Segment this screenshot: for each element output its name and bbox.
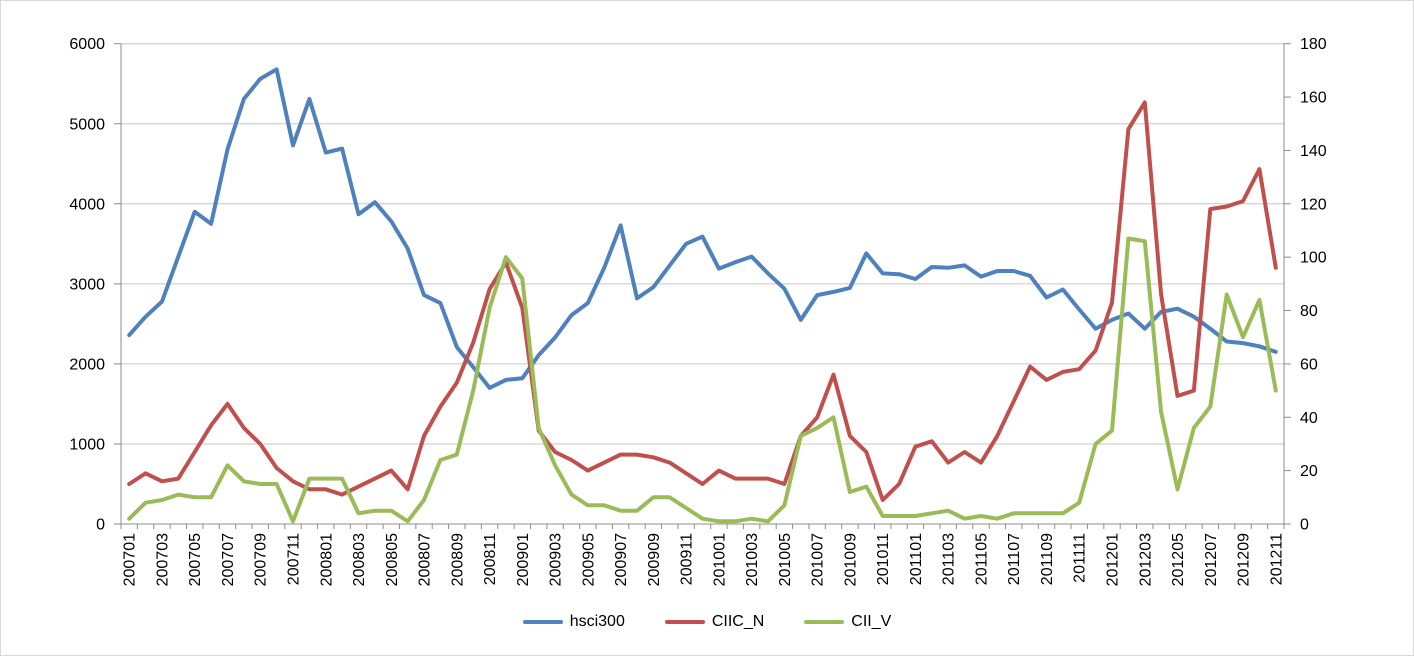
y-axis-label-right: 120 xyxy=(1300,196,1327,213)
y-axis-label-left: 0 xyxy=(96,517,105,534)
y-axis-label-right: 20 xyxy=(1300,463,1318,480)
x-axis-label: 201009 xyxy=(842,533,859,586)
x-axis-label: 200711 xyxy=(285,533,302,585)
x-axis-label: 200809 xyxy=(449,533,466,586)
x-axis-label: 200703 xyxy=(154,533,171,586)
y-axis-label-right: 80 xyxy=(1300,303,1318,320)
y-axis-label-right: 160 xyxy=(1300,90,1327,107)
legend-label-ciic-n: CIIC_N xyxy=(711,613,765,630)
y-axis-label-left: 3000 xyxy=(69,276,105,293)
legend-item-cii-v: CII_V xyxy=(804,613,891,631)
x-axis-label: 201011 xyxy=(875,533,892,585)
y-axis-label-right: 0 xyxy=(1300,517,1309,534)
legend-line-swatch-ciic-n xyxy=(664,620,705,624)
x-axis-label: 201101 xyxy=(908,533,925,585)
x-axis-label: 200909 xyxy=(646,533,663,586)
x-axis-label: 201201 xyxy=(1105,533,1122,586)
legend-label-cii-v: CII_V xyxy=(851,613,892,630)
y-axis-label-right: 100 xyxy=(1300,250,1327,267)
x-axis-label: 200905 xyxy=(580,533,597,586)
y-axis-label-left: 5000 xyxy=(69,116,105,133)
x-axis-label: 201107 xyxy=(1006,533,1023,585)
y-axis-label-left: 2000 xyxy=(69,356,105,373)
y-axis-label-right: 40 xyxy=(1300,410,1318,427)
legend-line-swatch-cii-v xyxy=(804,620,845,624)
legend-item-hsci300: hsci300 xyxy=(522,613,625,631)
legend-line-swatch-hsci300 xyxy=(522,620,563,624)
x-axis-label: 200803 xyxy=(351,533,368,586)
x-axis-label: 200801 xyxy=(318,533,335,586)
legend-label-hsci300: hsci300 xyxy=(569,613,625,630)
x-axis-label: 201007 xyxy=(810,533,827,586)
x-axis-label: 201111 xyxy=(1072,533,1089,583)
legend-item-ciic-n: CIIC_N xyxy=(664,613,765,631)
x-axis-label: 201203 xyxy=(1137,533,1154,586)
x-axis-label: 200805 xyxy=(384,533,401,586)
x-axis-label: 200903 xyxy=(548,533,565,586)
x-axis-label: 200901 xyxy=(515,533,532,586)
y-axis-label-right: 180 xyxy=(1300,36,1327,53)
x-axis-label: 201209 xyxy=(1236,533,1253,586)
x-axis-label: 200709 xyxy=(253,533,270,586)
series-line-hsci300 xyxy=(127,67,1278,390)
y-axis-label-right: 140 xyxy=(1300,143,1327,160)
x-axis-label: 201207 xyxy=(1203,533,1220,586)
y-axis-label-right: 60 xyxy=(1300,356,1318,373)
series-line-CII_V xyxy=(127,236,1278,524)
x-axis-label: 200701 xyxy=(122,533,139,586)
x-axis-label: 201001 xyxy=(711,533,728,586)
x-axis-label: 200807 xyxy=(417,533,434,586)
y-axis-label-left: 4000 xyxy=(69,196,105,213)
x-axis-label: 201005 xyxy=(777,533,794,586)
x-axis-label: 200911 xyxy=(679,533,696,585)
x-axis-label: 201105 xyxy=(973,533,990,585)
y-axis-label-left: 1000 xyxy=(69,436,105,453)
y-axis-label-left: 6000 xyxy=(69,36,105,53)
x-axis-label: 200907 xyxy=(613,533,630,586)
x-axis-label: 200705 xyxy=(187,533,204,586)
x-axis-label: 200707 xyxy=(220,533,237,586)
x-axis-label: 201109 xyxy=(1039,533,1056,585)
x-axis-label: 200811 xyxy=(482,533,499,585)
series-line-CIIC_N xyxy=(127,100,1278,502)
chart-legend: hsci300 CIIC_N CII_V xyxy=(1,613,1413,631)
x-axis-label: 201205 xyxy=(1170,533,1187,586)
x-axis-label: 201003 xyxy=(744,533,761,586)
x-axis-label: 201211 xyxy=(1268,533,1285,585)
x-axis-label: 201103 xyxy=(941,533,958,585)
